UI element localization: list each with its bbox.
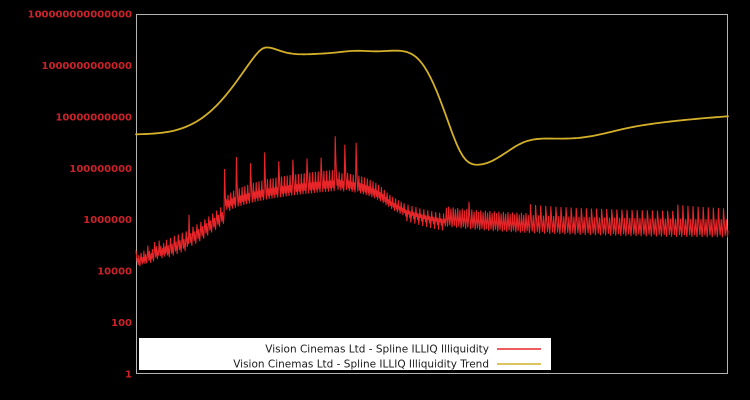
y-axis-tick-label: 10000 xyxy=(97,267,132,278)
y-axis-tick-label: 1000000 xyxy=(83,215,132,226)
y-axis-tick-label: 1000000000000 xyxy=(42,61,132,72)
series-illiquidity-trend-line xyxy=(135,46,729,166)
chart-legend[interactable]: Vision Cinemas Ltd - Spline ILLIQ Illiqu… xyxy=(139,338,551,371)
series-illiquidity-line xyxy=(135,136,729,267)
legend-entry-label[interactable]: Vision Cinemas Ltd - Spline ILLIQ Illiqu… xyxy=(265,344,489,356)
legend-background xyxy=(139,338,551,370)
y-axis-tick-label: 1 xyxy=(125,370,132,381)
y-axis-tick-label: 100000000000000 xyxy=(28,10,132,21)
legend-entry-label[interactable]: Vision Cinemas Ltd - Spline ILLIQ Illiqu… xyxy=(233,359,489,371)
series-lines xyxy=(135,46,729,267)
y-axis-tick-label: 100 xyxy=(111,318,132,329)
y-axis-tick-label: 100000000 xyxy=(69,164,132,175)
y-axis-tick-label: 10000000000 xyxy=(55,112,132,123)
plot-area-frame xyxy=(136,14,728,374)
y-axis-tick-labels: 100000000000000 1000000000000 10000000000 1… xyxy=(28,10,132,381)
